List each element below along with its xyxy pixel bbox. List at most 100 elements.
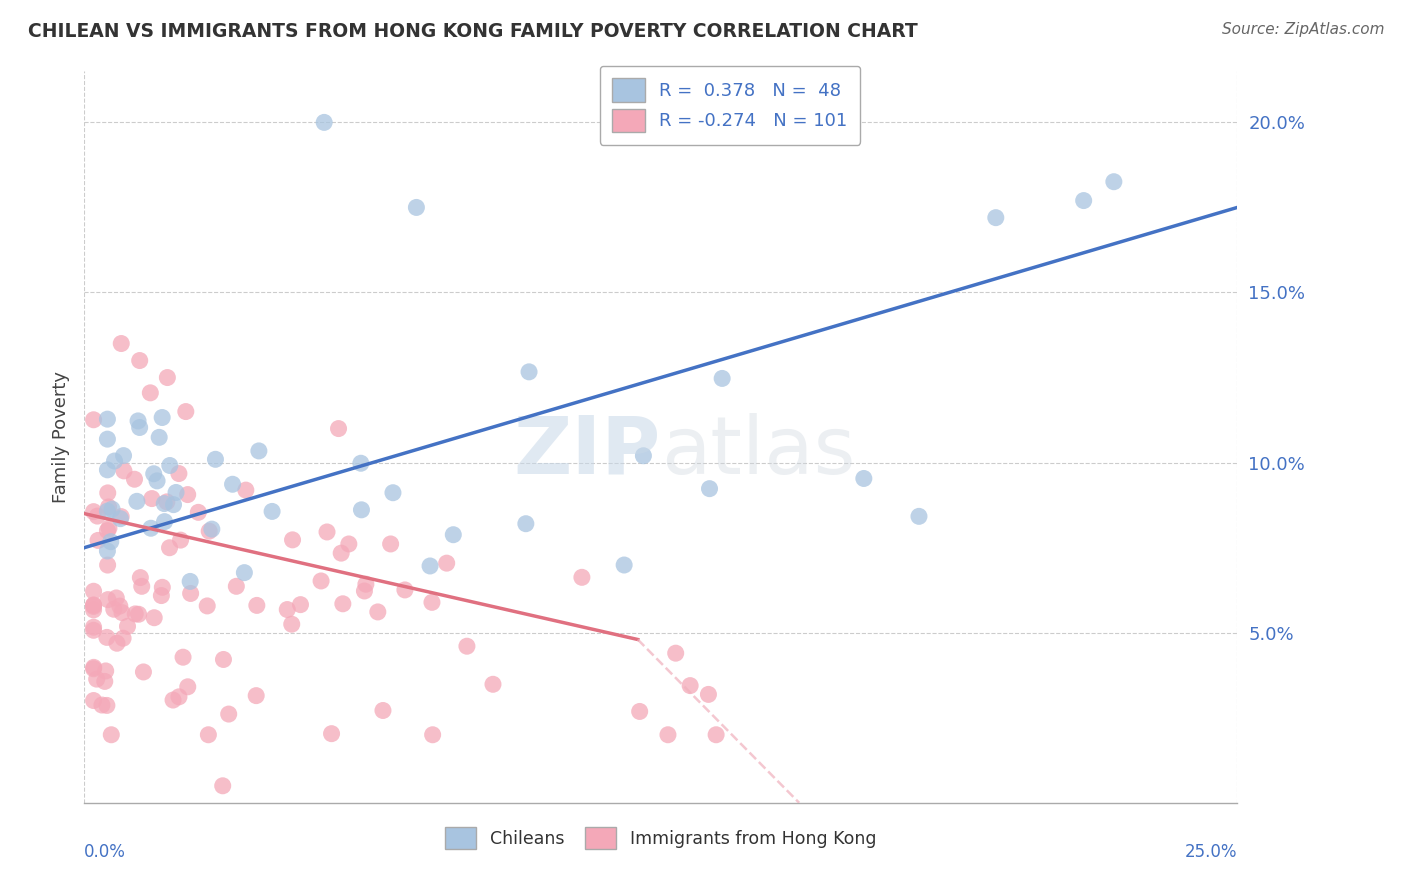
Point: [367, 605, 389, 619]
Point: [94, 674, 117, 689]
Point: [139, 385, 162, 400]
Point: [169, 533, 191, 548]
Point: [354, 577, 377, 591]
Point: [908, 509, 931, 524]
Text: Source: ZipAtlas.com: Source: ZipAtlas.com: [1222, 22, 1385, 37]
Point: [83, 603, 105, 617]
Point: [280, 617, 302, 632]
Point: [162, 498, 184, 512]
Point: [225, 579, 247, 593]
Point: [165, 485, 187, 500]
Point: [101, 502, 124, 516]
Point: [571, 570, 593, 584]
Point: [100, 534, 122, 549]
Point: [197, 728, 219, 742]
Point: [679, 679, 702, 693]
Point: [177, 680, 200, 694]
Point: [456, 639, 478, 653]
Point: [83, 598, 105, 612]
Point: [156, 495, 179, 509]
Point: [381, 485, 404, 500]
Point: [1102, 175, 1125, 189]
Point: [517, 365, 540, 379]
Point: [97, 521, 120, 535]
Point: [132, 665, 155, 679]
Point: [97, 500, 120, 514]
Point: [94, 664, 117, 678]
Point: [515, 516, 537, 531]
Point: [436, 556, 458, 570]
Point: [112, 631, 135, 645]
Point: [112, 464, 135, 478]
Point: [665, 646, 688, 660]
Point: [83, 584, 105, 599]
Point: [699, 482, 721, 496]
Point: [86, 509, 108, 524]
Point: [218, 707, 240, 722]
Point: [97, 486, 120, 500]
Point: [204, 452, 226, 467]
Point: [176, 487, 198, 501]
Point: [156, 370, 179, 384]
Point: [180, 586, 202, 600]
Point: [124, 607, 146, 621]
Y-axis label: Family Poverty: Family Poverty: [52, 371, 70, 503]
Point: [262, 504, 284, 518]
Point: [211, 779, 233, 793]
Point: [83, 662, 105, 676]
Point: [281, 533, 304, 547]
Point: [83, 693, 105, 707]
Point: [96, 412, 118, 426]
Point: [167, 467, 190, 481]
Point: [657, 728, 679, 742]
Point: [83, 413, 105, 427]
Point: [110, 509, 132, 524]
Point: [96, 524, 118, 538]
Point: [441, 527, 464, 541]
Point: [97, 558, 120, 572]
Point: [1073, 194, 1095, 208]
Point: [146, 474, 169, 488]
Point: [633, 449, 655, 463]
Text: 0.0%: 0.0%: [84, 843, 127, 861]
Point: [309, 574, 332, 588]
Point: [91, 698, 114, 712]
Point: [96, 463, 118, 477]
Point: [290, 598, 312, 612]
Text: ZIP: ZIP: [513, 413, 661, 491]
Point: [83, 660, 105, 674]
Point: [87, 533, 110, 548]
Point: [276, 602, 298, 616]
Text: 25.0%: 25.0%: [1185, 843, 1237, 861]
Point: [167, 690, 190, 704]
Point: [201, 522, 224, 536]
Point: [394, 582, 416, 597]
Point: [350, 456, 373, 470]
Point: [117, 619, 139, 633]
Text: atlas: atlas: [661, 413, 855, 491]
Point: [142, 467, 165, 481]
Point: [83, 599, 105, 614]
Point: [235, 483, 257, 497]
Point: [111, 606, 134, 620]
Point: [139, 521, 162, 535]
Point: [704, 728, 727, 742]
Point: [150, 410, 173, 425]
Legend: Chileans, Immigrants from Hong Kong: Chileans, Immigrants from Hong Kong: [437, 820, 884, 856]
Point: [86, 672, 108, 686]
Point: [162, 693, 184, 707]
Point: [321, 726, 343, 740]
Point: [159, 541, 181, 555]
Point: [422, 728, 444, 742]
Point: [179, 574, 201, 589]
Point: [103, 602, 125, 616]
Point: [984, 211, 1007, 225]
Point: [131, 579, 153, 593]
Point: [153, 515, 176, 529]
Point: [128, 353, 150, 368]
Point: [628, 705, 651, 719]
Point: [353, 584, 375, 599]
Point: [159, 458, 181, 473]
Point: [103, 454, 125, 468]
Point: [613, 558, 636, 572]
